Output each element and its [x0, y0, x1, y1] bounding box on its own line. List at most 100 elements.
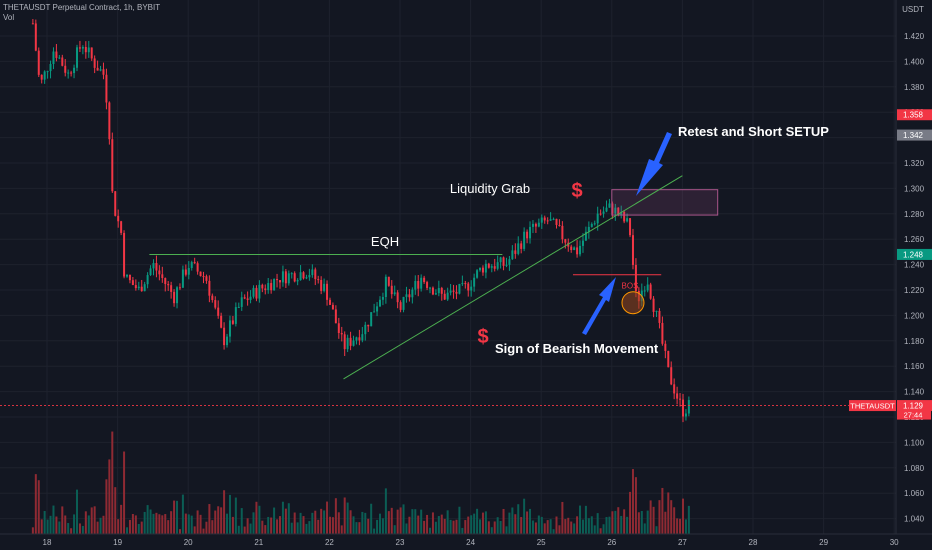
volume-bar — [352, 516, 355, 534]
volume-bar — [405, 523, 408, 534]
volume-bar — [134, 515, 137, 534]
volume-bar — [187, 514, 190, 534]
volume-bar — [370, 503, 373, 534]
candle-body — [264, 288, 267, 291]
candle-body — [237, 306, 240, 308]
candle-body — [579, 245, 582, 255]
candle-body — [96, 67, 99, 71]
volume-bar — [623, 509, 626, 534]
volume-bar — [99, 517, 102, 534]
volume-bar — [605, 517, 608, 534]
volume-bar — [393, 525, 396, 534]
candle-body — [258, 284, 261, 299]
volume-bar — [596, 513, 599, 534]
candle-body — [643, 290, 646, 292]
volume-bar — [284, 508, 287, 534]
candle-body — [549, 219, 552, 221]
candle-body — [455, 291, 458, 294]
candle-body — [502, 257, 505, 266]
volume-bar — [155, 512, 158, 534]
volume-bar — [55, 516, 58, 534]
volume-bar — [570, 521, 573, 534]
volume-bar — [517, 504, 520, 534]
volume-bar — [228, 494, 231, 534]
volume-bar — [170, 511, 173, 534]
volume-bar — [123, 451, 126, 534]
price-badge — [897, 109, 932, 121]
price-tick-label: 1.200 — [904, 311, 925, 320]
volume-bar — [378, 513, 381, 534]
candle-body — [346, 337, 349, 350]
candle-body — [546, 220, 549, 222]
price-axis[interactable]: USDT — [895, 0, 932, 534]
volume-bar — [287, 503, 290, 534]
volume-bar — [643, 523, 646, 534]
candle-body — [496, 262, 499, 269]
volume-bar — [493, 521, 496, 534]
time-axis[interactable] — [0, 533, 932, 550]
candle-body — [461, 283, 464, 285]
volume-bar — [402, 504, 405, 534]
candle-body — [252, 287, 255, 297]
chart-header: THETAUSDT Perpetual Contract, 1h, BYBIT … — [3, 3, 160, 23]
candle-body — [573, 247, 576, 250]
volume-bar — [96, 521, 99, 534]
time-tick-label: 30 — [890, 538, 899, 547]
candle-body — [49, 64, 52, 72]
volume-bar — [320, 508, 323, 534]
price-badges: 1.358 1.342 1.248 1.129 — [897, 109, 932, 412]
volume-bar — [252, 512, 255, 534]
bos-label: BOS — [622, 282, 639, 291]
candle-body — [514, 250, 517, 254]
volume-bar — [661, 487, 664, 534]
candle-body — [317, 279, 320, 281]
candle-body — [43, 71, 46, 80]
volume-bar — [214, 510, 217, 534]
price-tick-label: 1.420 — [904, 32, 925, 41]
volume-bar — [264, 525, 267, 534]
candle-body — [134, 285, 137, 289]
volume-bar — [631, 469, 634, 534]
candle-body — [31, 23, 34, 25]
volume-bar — [431, 512, 434, 534]
volume-bar — [326, 501, 329, 534]
candle-body — [76, 47, 79, 68]
bos-circle — [621, 291, 645, 315]
candle-body — [429, 287, 432, 289]
price-tick-label: 1.060 — [904, 489, 925, 498]
time-tick-label: 20 — [184, 538, 193, 547]
volume-bar — [152, 513, 155, 534]
volume-bar — [534, 522, 537, 534]
volume-bar — [302, 516, 305, 534]
candle-body — [123, 232, 126, 277]
candle-body — [140, 286, 143, 292]
volume-bar — [593, 525, 596, 534]
currency-label: USDT — [902, 5, 924, 14]
candle-body — [114, 191, 117, 216]
candle-body — [470, 286, 473, 291]
candle-body — [276, 279, 279, 281]
candle-body — [661, 322, 664, 344]
candle-body — [208, 280, 211, 296]
candle-body — [376, 306, 379, 312]
volume-bar — [278, 516, 281, 534]
candle-body — [526, 231, 529, 239]
volume-bar — [640, 511, 643, 534]
candle-body — [305, 277, 308, 279]
candle-body — [202, 276, 205, 278]
volume-bar — [114, 487, 117, 534]
candle-body — [561, 225, 564, 240]
volume-bar — [70, 528, 73, 534]
candle-body — [464, 283, 467, 285]
candle-body — [190, 262, 193, 268]
volume-bar — [58, 521, 61, 534]
volume-bar — [564, 519, 567, 534]
price-tick-label: 1.320 — [904, 159, 925, 168]
candle-body — [111, 139, 114, 192]
candle-body — [34, 23, 37, 51]
volume-bar — [102, 515, 105, 534]
candle-body — [84, 47, 87, 53]
volume-bar — [408, 516, 411, 534]
countdown-label: 27:44 — [904, 411, 923, 420]
